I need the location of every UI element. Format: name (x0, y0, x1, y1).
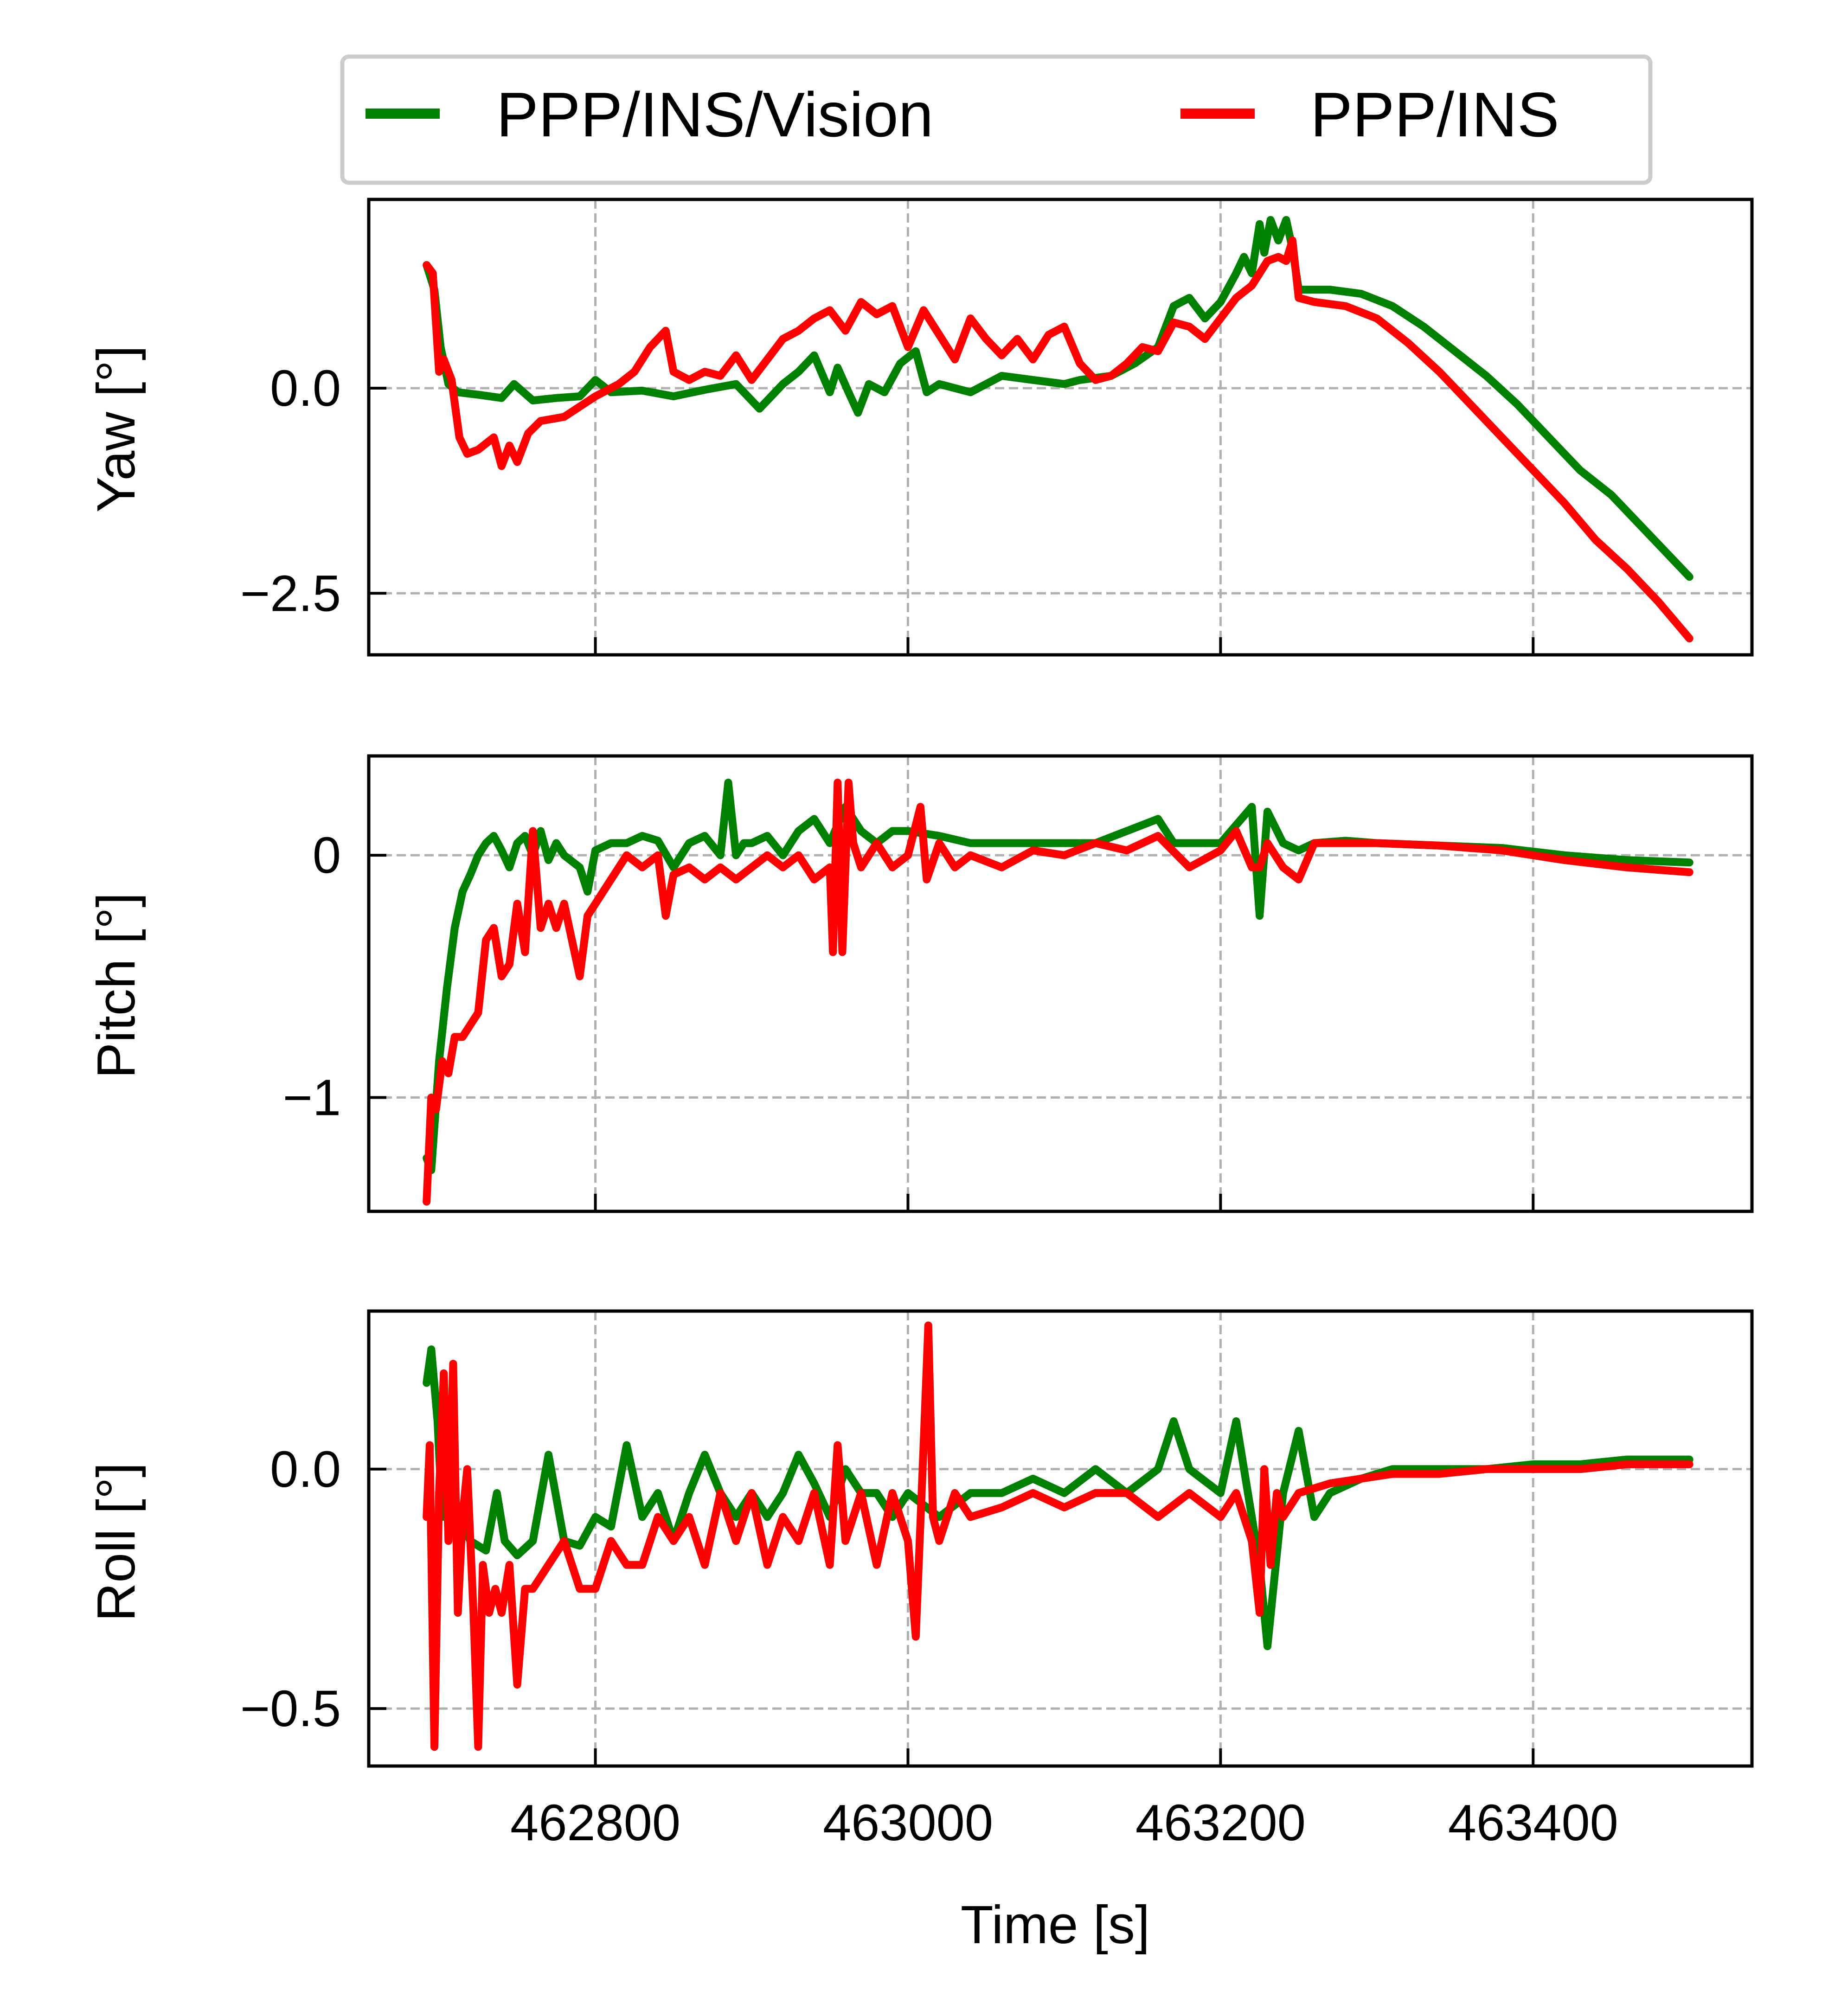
yaw-axis-label: Yaw [°] (86, 346, 146, 512)
roll-axes-frame (367, 1309, 1754, 1768)
roll-series-ppp-ins (423, 1321, 1693, 1751)
pitch-axis-label: Pitch [°] (86, 893, 146, 1079)
pitch-y-tick-label: 0 (313, 827, 341, 884)
yaw-series-ppp-ins-vision (423, 216, 1693, 581)
roll-axis-label: Roll [°] (86, 1463, 146, 1622)
x-tick-label: 463400 (1448, 1794, 1618, 1851)
x-tick-label: 462800 (510, 1794, 680, 1851)
legend: PPP/INS/Vision PPP/INS (340, 54, 1653, 185)
panel-roll: 462800 463000 463200 463400 0.0 −0.5 (240, 1309, 1754, 1851)
yaw-y-tick-label: −2.5 (240, 565, 341, 622)
legend-label-ins: PPP/INS (1310, 79, 1559, 150)
panel-pitch: 0 −1 (283, 754, 1754, 1213)
yaw-axes-frame (367, 198, 1754, 657)
yaw-series-ppp-ins (423, 237, 1693, 643)
pitch-axes-frame (367, 754, 1754, 1213)
roll-y-tick-label: 0.0 (270, 1441, 341, 1498)
yaw-y-tick-label: 0.0 (270, 360, 341, 417)
pitch-series-ppp-ins-vision (423, 779, 1693, 1174)
x-tick-label: 463000 (823, 1794, 993, 1851)
pitch-series-ppp-ins (423, 779, 1693, 1206)
x-tick-label: 463200 (1135, 1794, 1306, 1851)
pitch-y-tick-label: −1 (283, 1069, 341, 1126)
roll-y-tick-label: −0.5 (240, 1680, 341, 1737)
panel-yaw: 0.0 −2.5 (240, 198, 1754, 657)
x-axis-label: Time [s] (961, 1894, 1150, 1955)
roll-series-ppp-ins-vision (423, 1345, 1693, 1651)
legend-frame (340, 54, 1653, 185)
legend-label-vision: PPP/INS/Vision (496, 79, 933, 150)
